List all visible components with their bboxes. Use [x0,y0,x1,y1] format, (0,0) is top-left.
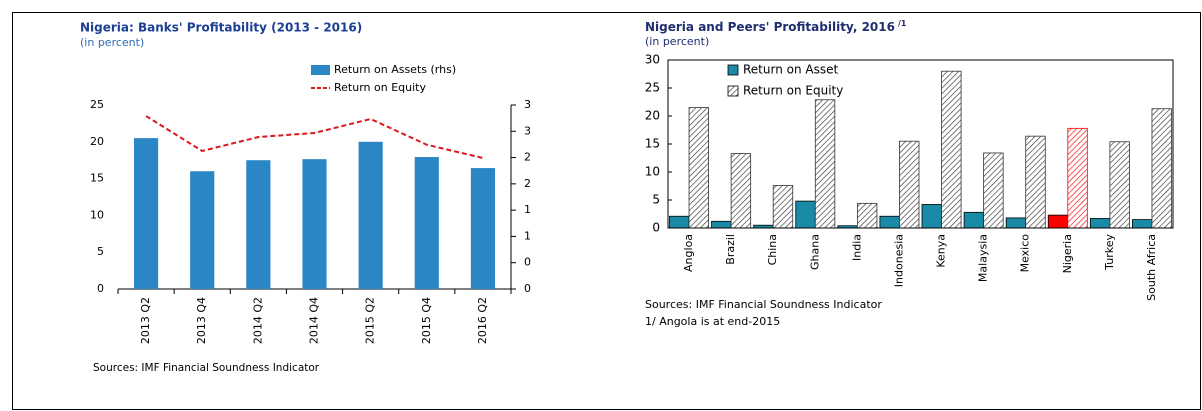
x-tick-label: Nigeria [1061,234,1074,273]
y2-tick-label: 3 [524,98,531,111]
x-tick-label: India [850,234,863,261]
line [145,115,484,159]
bar [1005,217,1027,229]
x-tick-label: 2015 Q2 [364,297,377,344]
bar [856,202,878,229]
y-tick-label: 25 [90,98,104,111]
note: 1/ Angola is at end-2015 [645,315,780,328]
bar [134,138,159,289]
y2-tick-label: 2 [524,177,531,190]
x-tick-label: 2013 Q4 [195,297,208,344]
x-tick-label: South Africa [1145,234,1158,301]
bar [983,152,1004,229]
y-tick-label: 25 [645,81,660,95]
y-tick-label: 20 [90,135,104,148]
bar [1132,219,1153,229]
x-tick-label: Brazil [724,234,737,265]
y-tick-label: 0 [652,221,660,235]
bar [1089,218,1111,229]
y-tick-label: 15 [90,172,104,185]
bar [730,153,752,229]
y-tick-label: 10 [90,208,104,221]
bar [302,159,327,289]
x-tick-label: 2015 Q4 [420,297,433,344]
bar [470,168,495,289]
x-tick-label: Turkey [1103,234,1116,271]
bar [1109,141,1130,229]
chart-title: Nigeria: Banks' Profitability (2013 - 20… [80,21,362,35]
bar [1047,214,1069,229]
y-tick-label: 15 [645,137,660,151]
source: Sources: IMF Financial Soundness Indicat… [93,362,320,374]
title-note: /1 [898,19,907,28]
bar [814,99,836,229]
y2-tick-label: 1 [524,203,531,216]
x-tick-label: 2013 Q2 [139,297,152,344]
chart-title: Nigeria and Peers' Profitability, 2016/1 [645,19,907,34]
chart-subtitle: (in percent) [645,35,709,48]
bar [772,185,794,229]
legend-swatch [727,64,739,76]
plot-frame [667,59,1174,229]
bar [358,141,383,289]
bar [921,204,942,229]
bar [899,140,920,229]
bar [1067,127,1088,229]
x-tick-label: China [766,234,779,265]
bar [711,220,732,229]
bar [1151,108,1172,229]
y2-tick-label: 0 [524,256,531,269]
y-tick-label: 20 [645,109,660,123]
x-tick-label: 2016 Q2 [476,297,489,344]
x-tick-label: Ghana [808,234,821,270]
legend-label: Return on Assets (rhs) [334,63,456,76]
bar [669,215,690,229]
frame [12,12,1201,410]
bar [941,70,962,229]
x-tick-label: 2014 Q2 [251,297,264,344]
x-tick-label: 2014 Q4 [308,297,321,344]
legend-label: Return on Equity [334,81,426,94]
x-tick-label: Malaysia [977,234,990,282]
bar [414,157,439,289]
legend-label: Return on Asset [743,63,838,77]
chart-subtitle: (in percent) [80,36,144,49]
bar [1025,135,1046,229]
y-tick-label: 0 [97,282,104,295]
x-tick-label: Angloa [682,234,695,272]
x-tick-label: Indonesia [892,234,905,287]
bar [963,211,985,229]
x-tick-label: Mexico [1019,234,1032,273]
legend-label: Return on Equity [743,84,843,98]
y2-tick-label: 0 [524,282,531,295]
y-tick-label: 5 [652,193,660,207]
y2-tick-label: 3 [524,124,531,137]
x-tick-label: Kenya [935,234,948,268]
y2-tick-label: 1 [524,229,531,242]
legend-swatch [311,65,330,75]
bar [795,200,816,229]
bar [879,215,900,229]
bar [688,107,709,229]
title-text: Nigeria and Peers' Profitability, 2016 [645,20,895,34]
y2-tick-label: 2 [524,151,531,164]
y-tick-label: 30 [645,53,660,67]
bar [246,160,271,289]
legend-swatch [727,85,739,97]
y-tick-label: 5 [97,245,104,258]
bar [190,171,215,289]
source: Sources: IMF Financial Soundness Indicat… [645,298,882,311]
y-tick-label: 10 [645,165,660,179]
